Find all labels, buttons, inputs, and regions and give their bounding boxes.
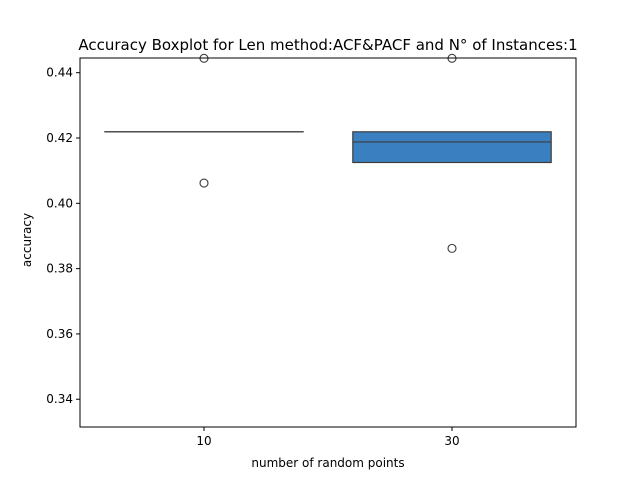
y-tick-label: 0.38 [46, 262, 73, 276]
y-tick-label: 0.40 [46, 196, 73, 210]
x-tick-label: 10 [196, 434, 211, 448]
box-30-outlier-1 [447, 243, 457, 253]
plot-area: 0.34 0.36 0.38 0.40 0.42 0.44 10 30 [46, 53, 577, 448]
box-30-iqr-box [352, 131, 552, 164]
chart-title: Accuracy Boxplot for Len method:ACF&PACF… [78, 36, 577, 54]
box-10-outlier-1 [199, 178, 209, 188]
axes-frame [79, 57, 577, 428]
x-tick-label: 30 [444, 434, 459, 448]
y-tick-label: 0.34 [46, 392, 73, 406]
x-axis-label: number of random points [251, 456, 404, 470]
y-tick-label: 0.42 [46, 131, 73, 145]
y-axis-label: accuracy [20, 213, 34, 267]
y-tick-label: 0.36 [46, 327, 73, 341]
y-tick-label: 0.44 [46, 66, 73, 80]
